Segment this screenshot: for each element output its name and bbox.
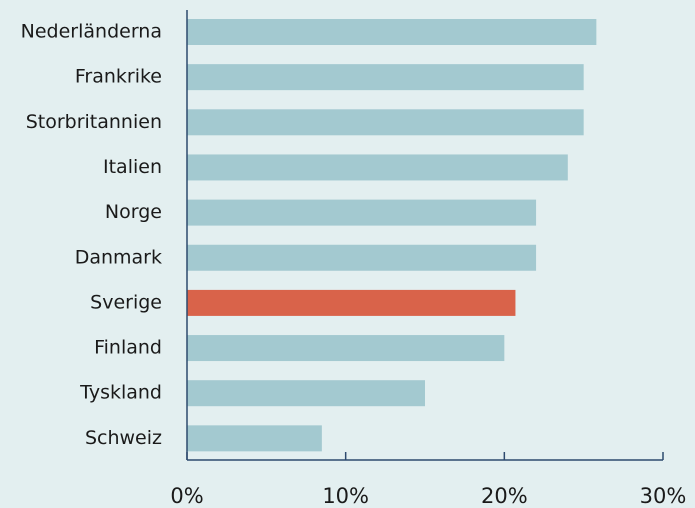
bar: [187, 335, 505, 362]
bar: [187, 380, 425, 407]
y-tick-label: Schweiz: [85, 427, 162, 449]
y-tick-label: Danmark: [75, 246, 162, 268]
bar: [187, 109, 584, 136]
x-tick-label: 0%: [170, 484, 203, 508]
x-tick-label: 10%: [322, 484, 369, 508]
y-tick-label: Finland: [94, 337, 162, 359]
y-tick-label: Sverige: [90, 291, 162, 313]
bar: [187, 19, 597, 45]
y-tick-label: Nederländerna: [21, 21, 162, 43]
bar: [187, 64, 584, 91]
x-tick-label: 30%: [640, 484, 687, 508]
bar: [187, 289, 516, 316]
bar: [187, 425, 322, 452]
y-tick-label: Norge: [105, 201, 162, 223]
x-tick-label: 20%: [481, 484, 528, 508]
y-tick-label: Frankrike: [75, 66, 162, 88]
bar: [187, 199, 537, 226]
y-tick-label: Tyskland: [79, 382, 162, 404]
bar: [187, 154, 568, 181]
bar: [187, 244, 537, 271]
y-tick-label: Italien: [103, 156, 162, 178]
y-tick-label: Storbritannien: [26, 111, 162, 133]
